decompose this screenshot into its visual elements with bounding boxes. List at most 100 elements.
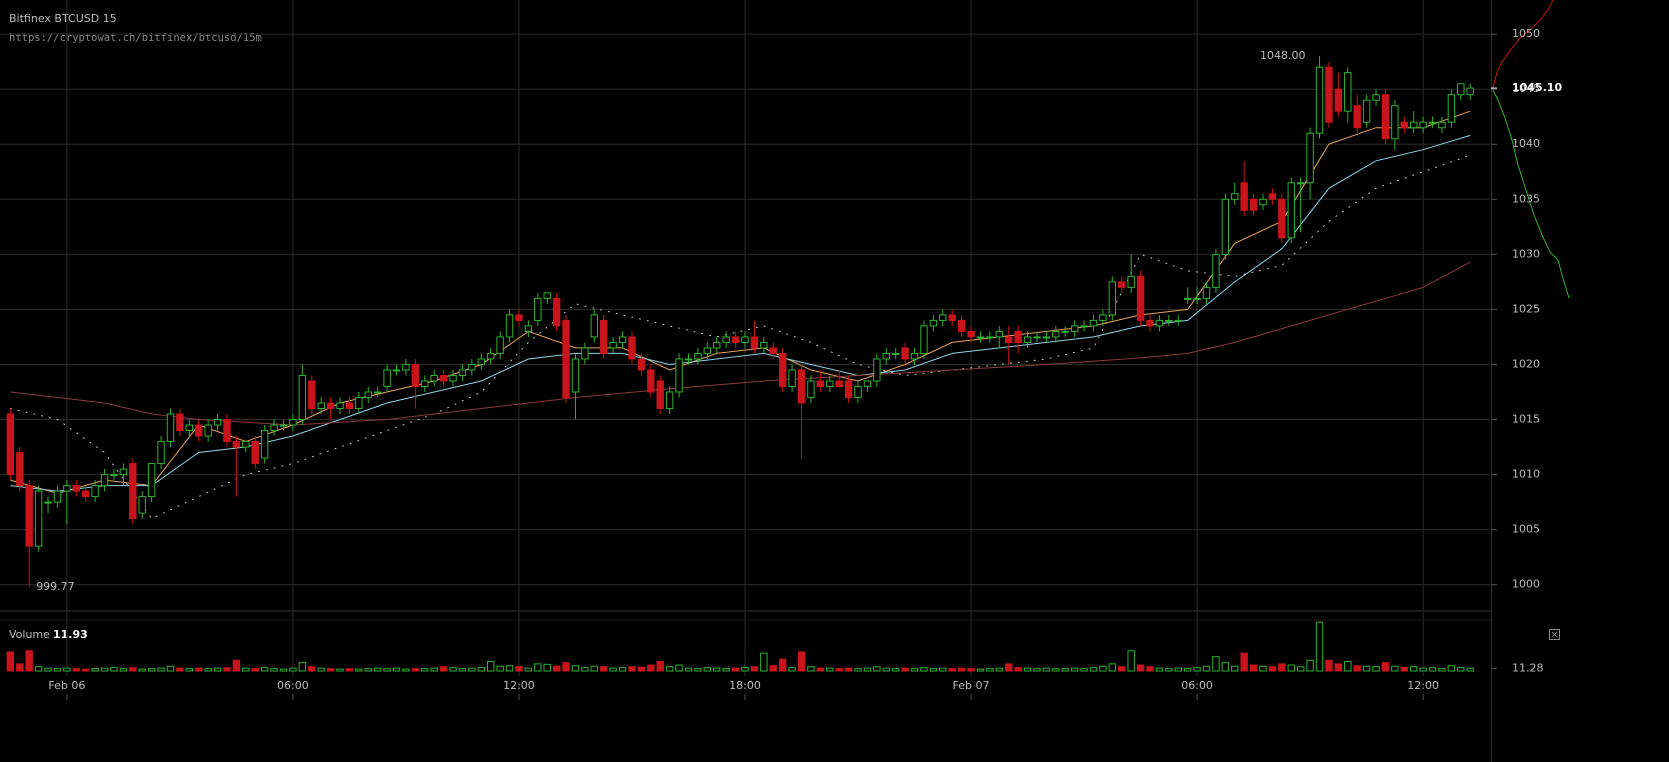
candle-body — [119, 468, 128, 476]
volume-bar — [562, 662, 570, 672]
candle-body — [392, 369, 401, 372]
high-label: 1048.00 — [1260, 49, 1306, 62]
candle-body — [750, 336, 759, 349]
candle-body — [496, 336, 504, 354]
candle-body — [1089, 319, 1098, 327]
volume-bar — [731, 667, 740, 672]
volume-bar — [1315, 621, 1324, 672]
volume-bar — [1193, 667, 1201, 672]
volume-bar — [195, 667, 203, 672]
candle-body — [882, 352, 890, 360]
volume-label: Volume — [9, 628, 50, 641]
x-tick-label: Feb 06 — [48, 679, 85, 692]
candle-body — [1221, 198, 1230, 255]
volume-bar — [826, 667, 834, 672]
volume-last: 11.93 — [53, 628, 88, 641]
candle-body — [844, 380, 853, 398]
volume-bar — [1400, 666, 1408, 672]
candle-body — [355, 396, 363, 410]
volume-bar — [1362, 665, 1371, 672]
volume-bar — [901, 667, 909, 672]
close-button[interactable] — [1549, 629, 1560, 640]
volume-bar — [976, 668, 985, 672]
volume-bar — [242, 667, 250, 672]
candle-body — [195, 424, 203, 437]
volume-bar — [1419, 667, 1427, 672]
volume-bar — [939, 667, 947, 672]
volume-bar — [1089, 667, 1098, 672]
volume-bar — [807, 666, 815, 672]
candle-body — [515, 314, 523, 321]
candle-body — [571, 358, 580, 393]
candle-body — [477, 358, 485, 365]
volume-bar — [760, 652, 768, 672]
volume-bar — [34, 666, 43, 672]
candle-body — [110, 474, 118, 477]
candle-body — [1146, 319, 1154, 327]
volume-bar — [1278, 663, 1286, 672]
volume-bar — [1165, 668, 1173, 672]
candle-body — [741, 336, 749, 343]
chart-subtitle: https://cryptowat.ch/bitfinex/btcusd/15m — [9, 32, 262, 44]
candle-body — [1080, 325, 1088, 328]
candle-body — [637, 358, 646, 371]
volume-bar — [147, 668, 156, 672]
candle-body — [1268, 193, 1277, 200]
volume-bar — [1042, 667, 1051, 672]
candle-body — [647, 369, 655, 393]
volume-bar — [1372, 666, 1380, 672]
volume-bar — [552, 665, 561, 672]
volume-bar — [468, 667, 476, 672]
volume-bar — [223, 667, 231, 672]
volume-bar — [110, 666, 118, 672]
candle-body — [1212, 253, 1220, 288]
volume-bar — [157, 667, 165, 672]
volume-bar — [1174, 667, 1182, 672]
volume-bar — [1127, 650, 1135, 672]
candle-body — [628, 336, 636, 360]
candle-body — [1381, 94, 1390, 140]
candle-body — [1061, 330, 1069, 333]
candle-body — [835, 380, 843, 387]
volume-bar — [1296, 666, 1305, 672]
volume-bar — [628, 666, 636, 672]
volume-bar — [891, 668, 900, 672]
candle-body — [1419, 121, 1427, 129]
volume-bar — [251, 668, 259, 672]
candle-body — [326, 402, 335, 410]
volume-bar — [741, 666, 749, 672]
close-icon — [1551, 631, 1558, 638]
candle-body — [826, 380, 834, 387]
candle-body — [25, 485, 33, 547]
volume-bar — [1240, 652, 1248, 672]
volume-bar — [1052, 668, 1060, 672]
candle-body — [675, 358, 683, 393]
candle-body — [1155, 319, 1164, 327]
volume-bar — [534, 663, 542, 672]
volume-bar — [129, 667, 137, 672]
candle-body — [769, 347, 777, 354]
volume-bar — [345, 668, 354, 672]
volume-bar — [600, 666, 608, 672]
candle-body — [1259, 198, 1267, 206]
candle-body — [430, 374, 438, 382]
volume-bar — [1249, 664, 1258, 672]
volume-bar — [298, 662, 307, 672]
candle-body — [901, 347, 909, 360]
candle-body — [665, 391, 674, 410]
candle-body — [317, 402, 325, 410]
volume-bar — [496, 665, 504, 672]
candle-body — [1372, 94, 1380, 101]
volume-bar — [713, 667, 721, 672]
volume-bar — [844, 667, 853, 672]
volume-bar — [1353, 665, 1361, 672]
volume-bar — [119, 668, 128, 672]
volume-bar — [910, 668, 919, 672]
candle-body — [1042, 336, 1051, 339]
candle-body — [976, 336, 985, 339]
volume-bar — [1306, 659, 1314, 672]
candle-body — [100, 474, 109, 487]
volume-bar — [543, 663, 551, 672]
candle-body — [552, 297, 561, 327]
